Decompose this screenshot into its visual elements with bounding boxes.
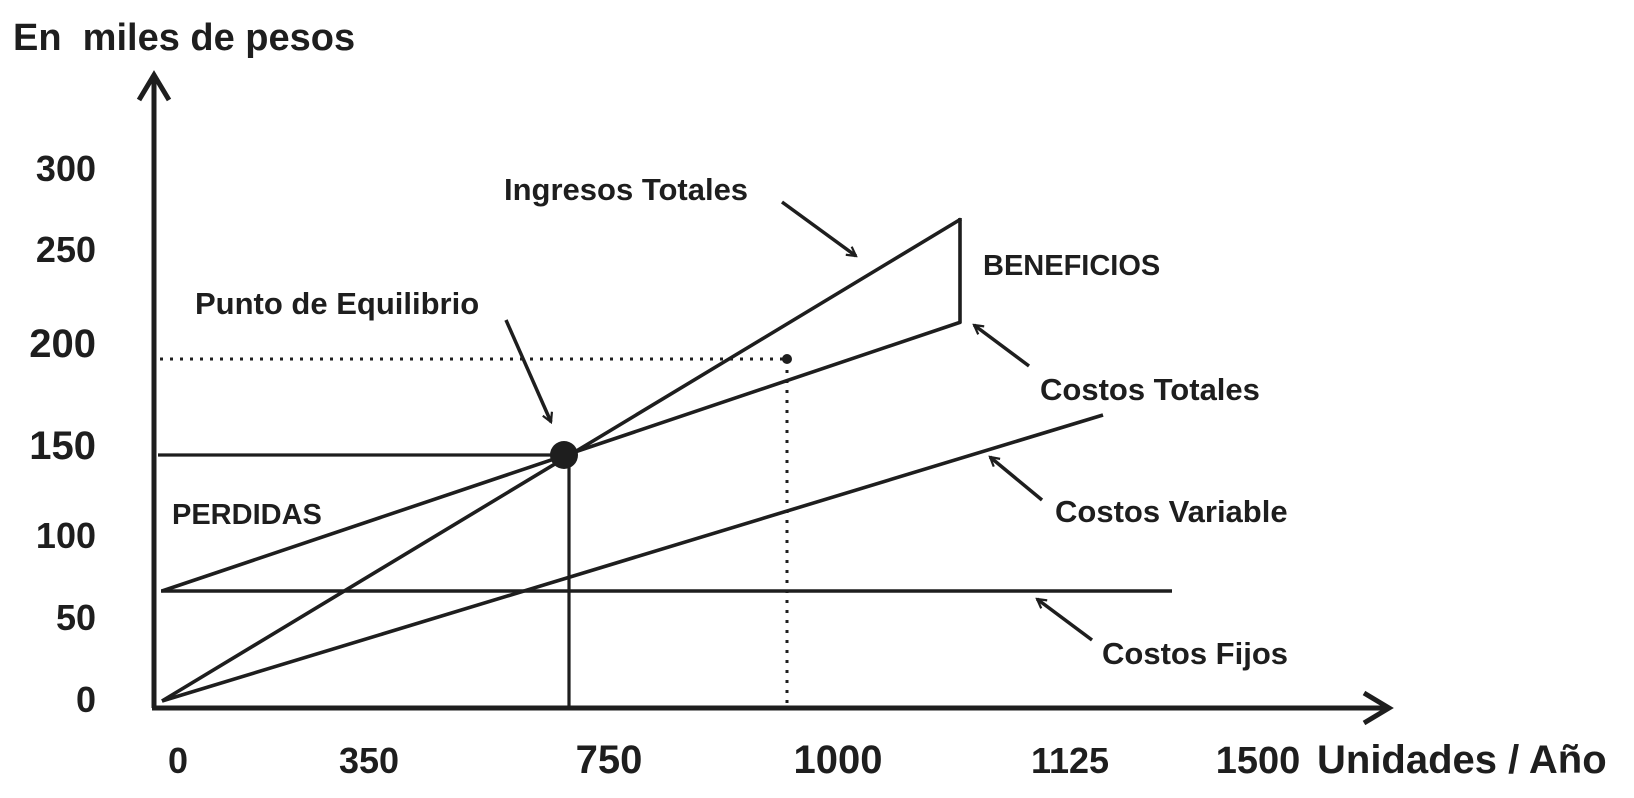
x-tick-labels: 0 350 750 1000 1125 1500 bbox=[168, 738, 1300, 782]
x-tick-label: 0 bbox=[168, 740, 188, 781]
label-perdidas: PERDIDAS bbox=[172, 499, 322, 531]
axes bbox=[136, 70, 1394, 726]
y-tick-label: 100 bbox=[36, 515, 96, 556]
x-tick-label: 1125 bbox=[1031, 740, 1109, 781]
y-tick-labels: 0 50 100 150 200 250 300 bbox=[29, 148, 96, 720]
y-tick-label: 300 bbox=[36, 148, 96, 189]
label-costos-fijos: Costos Fijos bbox=[1102, 636, 1288, 671]
arrow-costos-totales bbox=[974, 323, 1031, 368]
label-punto-equilibrio: Punto de Equilibrio bbox=[195, 286, 479, 321]
arrow-punto-equilibrio bbox=[504, 319, 551, 422]
series-line-costos-variable bbox=[161, 413, 1104, 703]
y-axis-arrowhead bbox=[136, 70, 172, 102]
label-beneficios: BENEFICIOS bbox=[983, 250, 1160, 282]
break-even-point bbox=[550, 441, 578, 469]
label-costos-variable: Costos Variable bbox=[1055, 494, 1288, 529]
x-tick-label: 750 bbox=[576, 738, 643, 782]
x-axis-title: Unidades / Año bbox=[1317, 738, 1607, 782]
y-tick-label: 0 bbox=[76, 679, 96, 720]
y-tick-label: 200 bbox=[29, 322, 96, 366]
x-tick-label: 1500 bbox=[1216, 740, 1301, 782]
label-ingresos-totales: Ingresos Totales bbox=[504, 172, 748, 207]
label-costos-totales: Costos Totales bbox=[1040, 372, 1260, 407]
reference-point bbox=[782, 354, 792, 364]
y-tick-label: 50 bbox=[56, 597, 96, 638]
x-tick-label: 350 bbox=[339, 740, 399, 781]
x-axis-arrowhead bbox=[1362, 690, 1394, 726]
arrow-costos-fijos bbox=[1037, 597, 1094, 642]
y-tick-label: 250 bbox=[36, 229, 96, 270]
arrow-ingresos-totales bbox=[780, 200, 856, 258]
y-tick-label: 150 bbox=[29, 424, 96, 468]
arrow-costos-variable bbox=[990, 457, 1044, 502]
y-axis-title: En miles de pesos bbox=[13, 17, 355, 59]
x-tick-label: 1000 bbox=[794, 738, 883, 782]
